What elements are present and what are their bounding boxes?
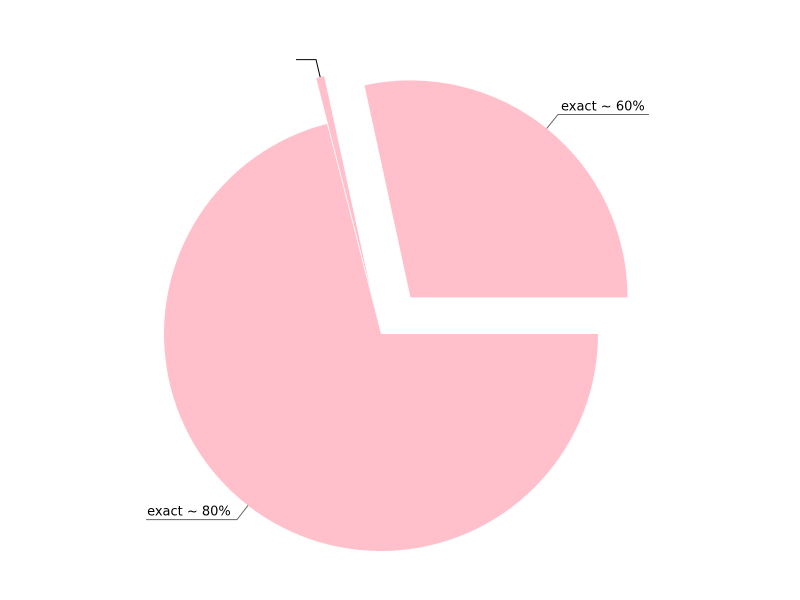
labels-layer: exact ~ 60% exact ~ 80% <box>146 59 649 521</box>
slice-label-2: exact ~ 80% <box>147 505 231 520</box>
leader-line-0 <box>546 113 649 129</box>
leader-line-2 <box>146 505 249 521</box>
pie-slice-1 <box>316 76 371 289</box>
slices-layer <box>164 76 628 552</box>
pie-slice-0 <box>364 80 628 298</box>
pie-slice-2 <box>164 123 598 552</box>
leader-line-1 <box>296 59 321 78</box>
slice-label-0: exact ~ 60% <box>561 99 645 114</box>
